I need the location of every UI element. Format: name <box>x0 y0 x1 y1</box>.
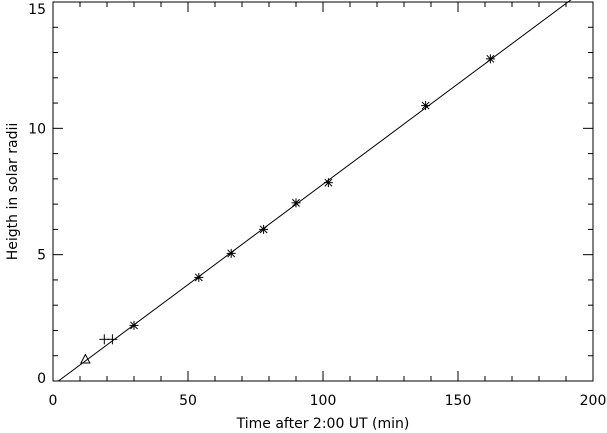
axis-ticks <box>52 1 594 382</box>
data-point-triangle <box>80 353 91 364</box>
y-tick-label: 15 <box>28 2 46 18</box>
data-point-asterisk <box>194 272 204 282</box>
data-point-asterisk <box>291 198 301 208</box>
x-tick-label: 100 <box>310 393 337 409</box>
tick-labels: 0 50 100 150 200 0 5 10 15 <box>28 2 606 409</box>
x-tick-label: 0 <box>49 393 58 409</box>
y-tick-label: 0 <box>37 371 46 387</box>
x-tick-label: 150 <box>445 393 472 409</box>
data-point-asterisk <box>259 224 269 234</box>
data-point-plus <box>107 334 118 345</box>
data-point-asterisk <box>323 178 333 188</box>
data-points <box>80 54 495 364</box>
data-point-asterisk <box>421 101 431 111</box>
x-tick-label: 50 <box>179 393 197 409</box>
data-point-asterisk <box>129 320 139 330</box>
y-axis-label: Heigth in solar radii <box>5 123 21 260</box>
fit-line <box>58 0 572 382</box>
y-tick-label: 5 <box>37 248 46 264</box>
y-tick-label: 10 <box>28 121 46 137</box>
x-tick-label: 200 <box>580 393 607 409</box>
x-axis-label: Time after 2:00 UT (min) <box>236 416 410 432</box>
data-point-asterisk <box>226 248 236 258</box>
data-point-asterisk <box>485 54 495 64</box>
